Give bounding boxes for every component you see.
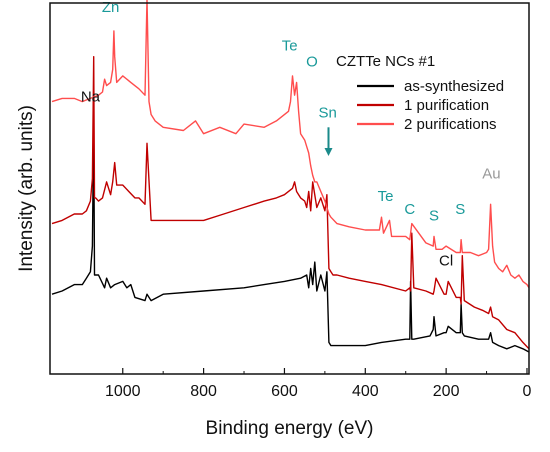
- series-line-2: [51, 56, 530, 350]
- peak-label: S: [429, 207, 439, 224]
- peak-label: Sn: [319, 105, 337, 122]
- x-tick-label: 800: [190, 383, 217, 400]
- peak-label: Zn: [102, 0, 120, 16]
- peak-label: Na: [81, 89, 101, 106]
- series-line-1: [51, 120, 530, 353]
- legend-label: 1 purification: [404, 97, 489, 114]
- peak-annotations: ZnCuNaTeOSnTeCSSAuCl: [81, 0, 501, 269]
- y-axis-title: Intensity (arb. units): [16, 105, 37, 272]
- peak-label: Cl: [439, 252, 453, 269]
- peak-label: Au: [482, 166, 500, 183]
- legend: CZTTe NCs #1 as-synthesized 1 purification…: [336, 53, 504, 133]
- x-axis-title: Binding energy (eV): [206, 418, 374, 439]
- series-line-3: [51, 0, 530, 289]
- peak-label: Te: [282, 37, 298, 54]
- sn-arrow-marker: [324, 127, 333, 156]
- peak-label: S: [455, 201, 465, 218]
- legend-label: 2 purifications: [404, 116, 497, 133]
- x-tick-label: 600: [271, 383, 298, 400]
- arrow-head: [324, 147, 333, 156]
- peak-label: O: [306, 53, 318, 70]
- peak-label: Te: [378, 188, 394, 205]
- x-tick-label: 400: [352, 383, 379, 400]
- legend-label: as-synthesized: [404, 78, 504, 95]
- x-tick-label: 200: [433, 383, 460, 400]
- x-tick-label: 0: [523, 383, 532, 400]
- plot-lines: [51, 0, 530, 353]
- peak-label: C: [404, 201, 415, 218]
- x-tick-label: 1000: [105, 383, 141, 400]
- x-axis-ticks: 1000 800 600 400 200 0: [105, 368, 532, 400]
- legend-title: CZTTe NCs #1: [336, 53, 435, 70]
- plot-frame: [49, 2, 530, 375]
